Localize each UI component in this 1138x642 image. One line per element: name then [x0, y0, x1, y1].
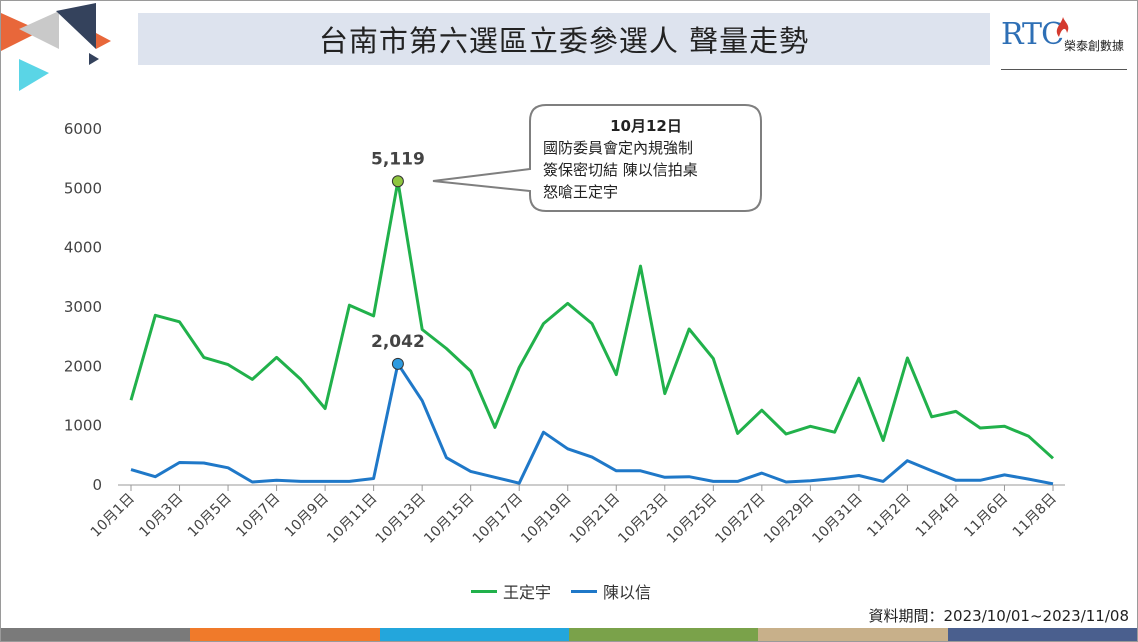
x-tick-label: 10月31日	[809, 491, 865, 547]
x-tick-label: 10月1日	[88, 491, 138, 541]
data-label: 2,042	[371, 332, 425, 352]
y-axis: 0 1000 2000 3000 4000 5000 6000	[64, 120, 102, 494]
title-banner: 台南市第六選區立委參選人 聲量走勢	[138, 13, 990, 65]
callout-line: 怒嗆王定宇	[543, 183, 618, 201]
legend-label: 陳以信	[603, 583, 652, 602]
logo-company-name: 榮泰創數據	[1064, 39, 1125, 53]
y-tick-label: 2000	[64, 357, 102, 375]
triangle-gray	[19, 11, 59, 49]
logo-flame-icon	[1056, 17, 1069, 37]
x-axis: 10月1日10月3日10月5日10月7日10月9日10月11日10月13日10月…	[88, 484, 1065, 547]
x-tick-label: 10月27日	[712, 491, 768, 547]
x-tick-label: 10月9日	[282, 491, 332, 541]
triangle-navy	[56, 3, 96, 49]
triangle-navy-small	[89, 53, 99, 65]
data-period-note: 資料期間：2023/10/01~2023/11/08	[868, 607, 1129, 625]
x-tick-label: 10月15日	[421, 491, 477, 547]
header-divider	[1001, 69, 1127, 70]
x-tick-label: 10月17日	[470, 491, 526, 547]
x-tick-label: 10月3日	[136, 491, 186, 541]
x-tick-label: 10月21日	[567, 491, 623, 547]
y-tick-label: 1000	[64, 417, 102, 435]
x-tick-label: 10月7日	[233, 491, 283, 541]
bottom-bar-segment	[190, 628, 380, 641]
legend-label: 王定宇	[503, 583, 552, 602]
series-group	[129, 179, 1055, 486]
x-tick-label: 10月11日	[324, 491, 380, 547]
callout-line: 國防委員會定內規強制	[543, 139, 693, 157]
chart-legend: 王定宇 陳以信	[471, 579, 651, 603]
x-tick-label: 10月5日	[185, 491, 235, 541]
rtc-logo: RTC 榮泰創數據	[999, 13, 1135, 63]
series-line-chen	[130, 362, 1054, 486]
triangle-cyan	[19, 59, 49, 91]
corner-triangles-logo	[1, 3, 111, 91]
y-tick-label: 5000	[64, 179, 102, 197]
data-label: 5,119	[371, 149, 425, 169]
x-tick-label: 10月19日	[518, 491, 574, 547]
x-tick-label: 10月23日	[615, 491, 671, 547]
callout-line: 簽保密切結 陳以信拍桌	[543, 161, 698, 179]
page-title: 台南市第六選區立委參選人 聲量走勢	[318, 24, 810, 58]
bottom-bar-segment	[758, 628, 948, 641]
y-tick-label: 4000	[64, 239, 102, 257]
x-tick-label: 11月6日	[961, 491, 1011, 541]
x-tick-label: 10月29日	[761, 491, 817, 547]
y-tick-label: 0	[92, 476, 102, 494]
legend-item-wang: 王定宇	[471, 579, 551, 603]
triangle-orange	[1, 13, 41, 51]
triangle-orange-small	[96, 33, 111, 49]
data-point-marker	[391, 175, 404, 188]
x-tick-label: 11月4日	[913, 491, 963, 541]
x-tick-label: 10月13日	[373, 491, 429, 547]
bottom-bar-segment	[379, 628, 569, 641]
legend-swatch-green	[471, 589, 497, 593]
legend-item-chen: 陳以信	[571, 579, 651, 603]
bottom-bar-segment	[1, 628, 191, 641]
series-line-wang	[129, 179, 1055, 460]
legend-swatch-blue	[571, 589, 598, 593]
y-tick-label: 3000	[64, 298, 102, 316]
y-tick-label: 6000	[64, 120, 102, 138]
bottom-color-bar	[1, 628, 1137, 641]
bottom-bar-segment	[947, 628, 1137, 641]
data-labels: 5,119 2,042	[371, 149, 425, 370]
x-tick-label: 11月2日	[864, 491, 914, 541]
x-tick-label: 11月8日	[1010, 491, 1060, 541]
callout-bubble	[432, 104, 762, 212]
bottom-bar-segment	[568, 628, 759, 641]
x-tick-label: 10月25日	[664, 491, 720, 547]
logo-mark: RTC	[1001, 17, 1064, 52]
data-point-marker	[391, 357, 404, 370]
line-chart: 0 1000 2000 3000 4000 5000 6000 10月1日10月3日10月5…	[64, 104, 1065, 547]
callout-title: 10月12日	[610, 117, 682, 135]
